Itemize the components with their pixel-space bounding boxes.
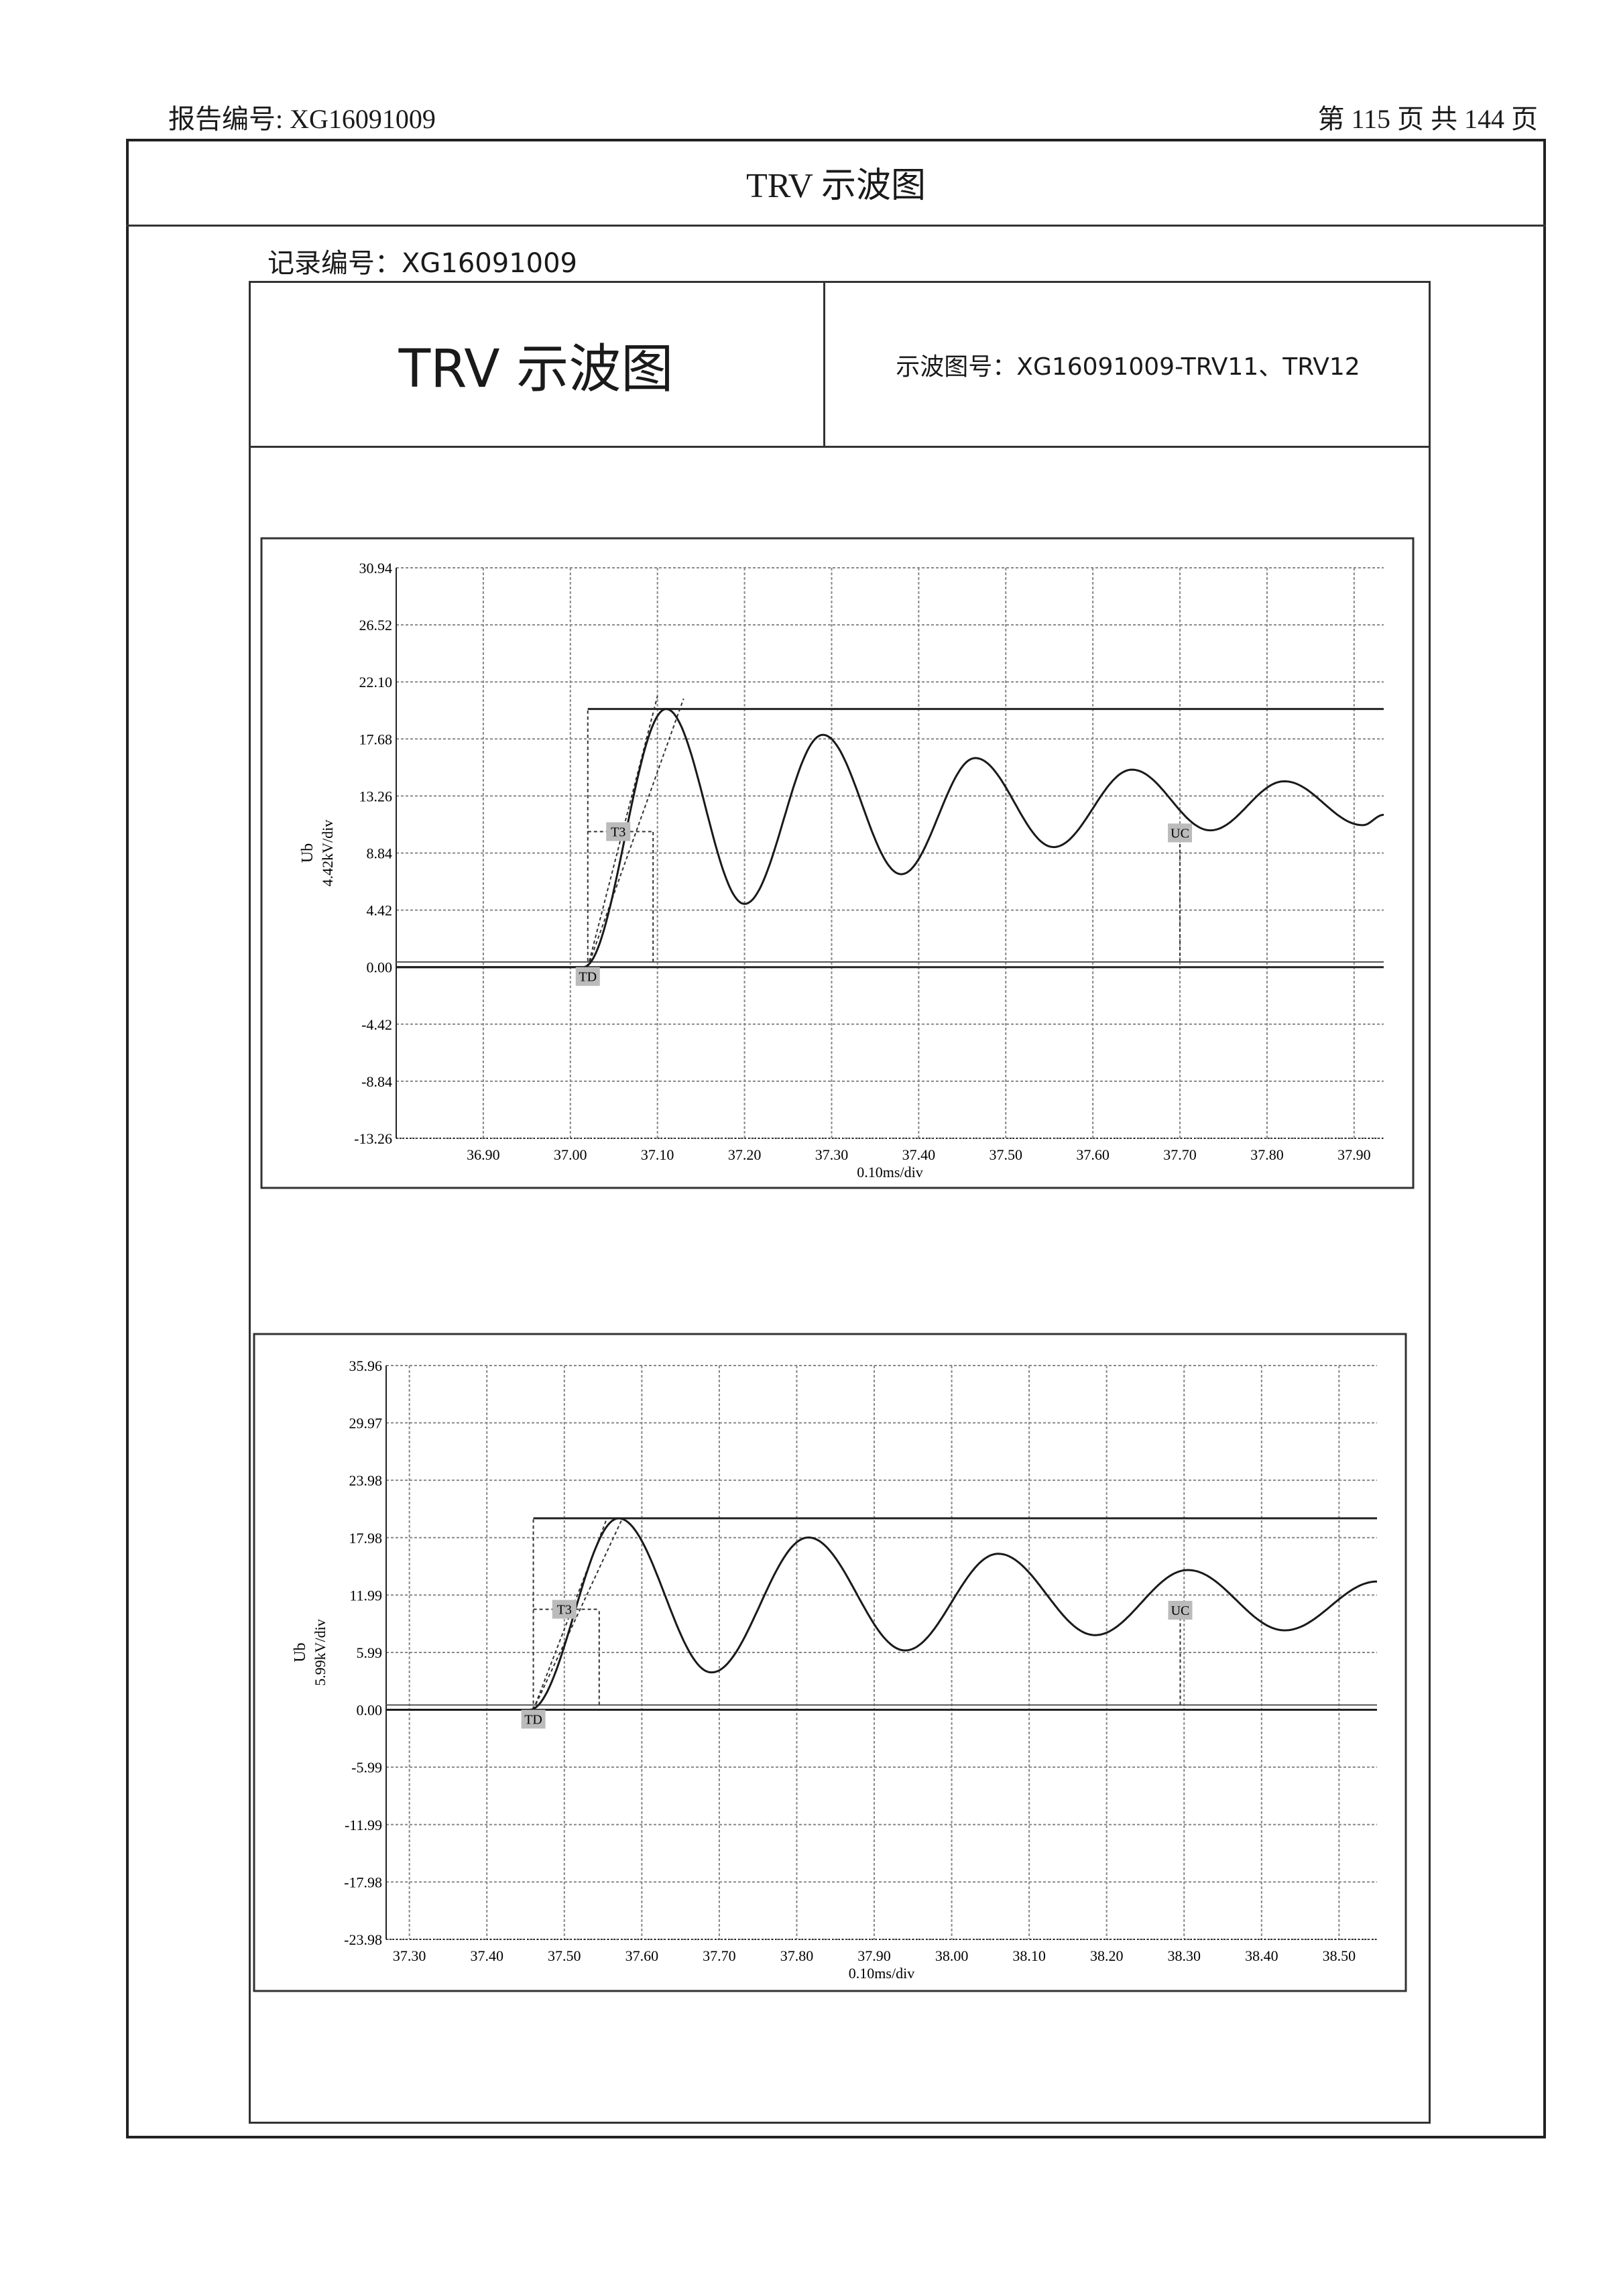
tangent-line — [532, 1518, 623, 1710]
y-tick-label: 4.42 — [367, 902, 393, 919]
outer-frame — [126, 139, 1546, 2138]
figure-number: 示波图号：XG16091009-TRV11、TRV12 — [896, 353, 1360, 381]
y-scale-label: 5.99kV/div — [312, 1619, 328, 1686]
page-info: 第 115 页 共 144 页 — [1317, 104, 1538, 134]
chart-trv12: 35.96 29.97 23.98 17.98 11.99 5.99 0.00 -5.99 -1… — [253, 1333, 1407, 1992]
y-tick-label: 13.26 — [359, 788, 393, 804]
marker-t3-label: T3 — [611, 825, 625, 840]
trv-waveform — [386, 1517, 1378, 1711]
marker-td-box — [521, 1709, 546, 1729]
x-tick-label: 37.20 — [728, 1146, 762, 1163]
x-tick-label: 37.40 — [470, 1947, 503, 1964]
y-tick-label: 0.00 — [357, 1702, 383, 1719]
x-tick-label: 37.70 — [1163, 1146, 1197, 1163]
marker-uc-box — [1168, 1601, 1193, 1620]
y-tick-label: -17.98 — [344, 1874, 382, 1890]
y-tick-label: -23.98 — [344, 1931, 382, 1948]
trv-waveform — [396, 708, 1384, 969]
form-header-row — [249, 281, 1431, 448]
x-axis-label: 0.10ms/div — [857, 1164, 922, 1181]
marker-uc-label: UC — [1171, 826, 1189, 841]
y-tick-label: -5.99 — [351, 1759, 382, 1776]
chart-trv11: 30.94 26.52 22.10 17.68 13.26 8.84 4.42 0.00 -4.… — [260, 537, 1415, 1189]
report-number: 报告编号: XG16091009 — [168, 104, 436, 134]
x-tick-label: 38.20 — [1090, 1947, 1124, 1964]
y-tick-label: -11.99 — [345, 1817, 382, 1833]
x-tick-label: 37.80 — [780, 1947, 814, 1964]
y-tick-label: 23.98 — [349, 1472, 383, 1489]
y-tick-label: 30.94 — [359, 560, 393, 577]
x-tick-label: 37.90 — [1337, 1146, 1371, 1163]
y-tick-label: 29.97 — [349, 1415, 383, 1432]
x-tick-label: 37.30 — [815, 1146, 849, 1163]
marker-td-box — [575, 967, 600, 986]
outer-title: TRV 示波图 — [126, 139, 1546, 227]
y-tick-label: -13.26 — [354, 1130, 392, 1147]
x-tick-label: 37.80 — [1250, 1146, 1284, 1163]
x-tick-label: 37.50 — [990, 1146, 1023, 1163]
y-axis-label: Ub — [292, 1642, 309, 1662]
marker-td-label: TD — [579, 970, 597, 985]
marker-td-label: TD — [524, 1713, 542, 1728]
x-axis-label: 0.10ms/div — [849, 1965, 914, 1982]
x-tick-label: 37.10 — [641, 1146, 674, 1163]
marker-uc-box — [1168, 823, 1193, 843]
marker-t3-box — [552, 1599, 577, 1619]
marker-t3-label: T3 — [557, 1603, 572, 1618]
x-tick-label: 36.90 — [467, 1146, 500, 1163]
x-tick-label: 37.90 — [857, 1947, 891, 1964]
x-tick-label: 37.60 — [625, 1947, 659, 1964]
inner-frame — [249, 281, 1431, 2124]
tangent-line — [587, 698, 684, 968]
y-tick-label: 11.99 — [349, 1587, 382, 1604]
y-tick-label: 22.10 — [359, 674, 393, 690]
y-scale-label: 4.42kV/div — [319, 820, 336, 887]
x-tick-label: 38.00 — [935, 1947, 969, 1964]
y-tick-label: 35.96 — [349, 1357, 383, 1374]
y-tick-label: 5.99 — [357, 1644, 383, 1661]
y-tick-label: 17.98 — [349, 1530, 383, 1547]
x-tick-label: 38.10 — [1012, 1947, 1046, 1964]
x-tick-label: 37.60 — [1076, 1146, 1110, 1163]
x-tick-label: 38.40 — [1245, 1947, 1278, 1964]
y-tick-label: 8.84 — [367, 845, 393, 862]
x-tick-label: 37.30 — [393, 1947, 426, 1964]
chart-frame — [260, 537, 1415, 1189]
y-tick-label: 17.68 — [359, 731, 393, 747]
form-header-divider — [823, 281, 825, 448]
marker-t3-box — [606, 822, 631, 841]
x-tick-label: 38.50 — [1323, 1947, 1356, 1964]
x-tick-label: 38.30 — [1168, 1947, 1201, 1964]
x-tick-label: 37.50 — [548, 1947, 581, 1964]
x-tick-label: 37.00 — [554, 1146, 587, 1163]
y-axis-label: Ub — [299, 843, 316, 863]
y-tick-label: -8.84 — [361, 1073, 392, 1090]
marker-uc-label: UC — [1171, 1604, 1190, 1618]
x-tick-label: 37.40 — [902, 1146, 936, 1163]
y-tick-label: 26.52 — [359, 617, 393, 633]
y-tick-label: 0.00 — [367, 959, 393, 976]
form-title: TRV 示波图 — [398, 339, 674, 400]
record-number: 记录编号：XG16091009 — [267, 248, 577, 279]
x-tick-label: 37.70 — [703, 1947, 736, 1964]
y-tick-label: -4.42 — [361, 1016, 392, 1033]
chart-frame — [253, 1333, 1407, 1992]
